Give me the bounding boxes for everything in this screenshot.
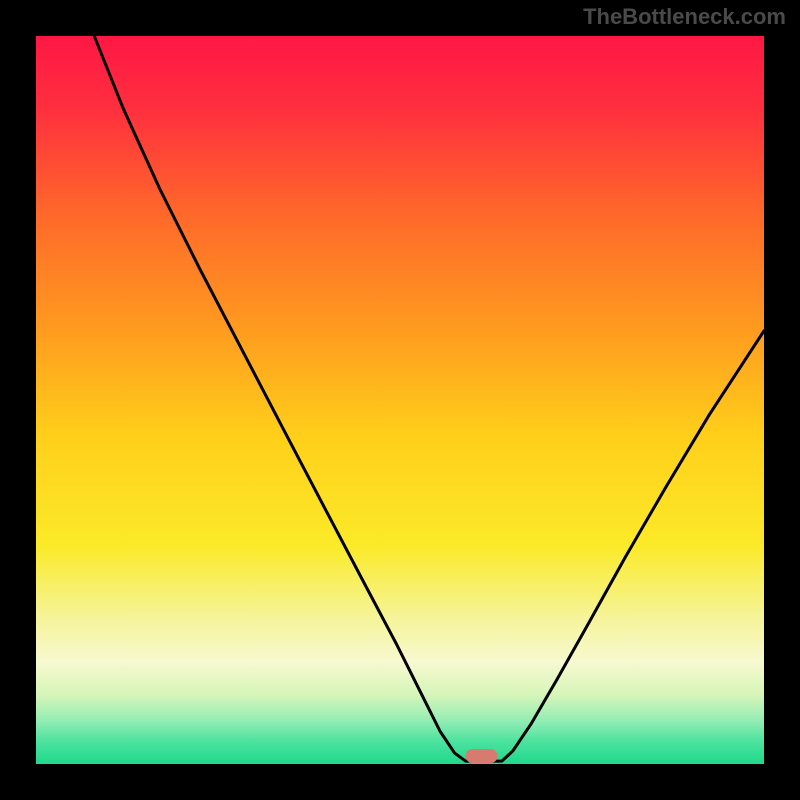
plot-svg <box>18 18 782 782</box>
plot-background <box>36 36 764 764</box>
optimal-marker <box>466 749 498 763</box>
chart-container: TheBottleneck.com <box>0 0 800 800</box>
plot-frame <box>18 18 782 782</box>
watermark-text: TheBottleneck.com <box>583 4 786 30</box>
